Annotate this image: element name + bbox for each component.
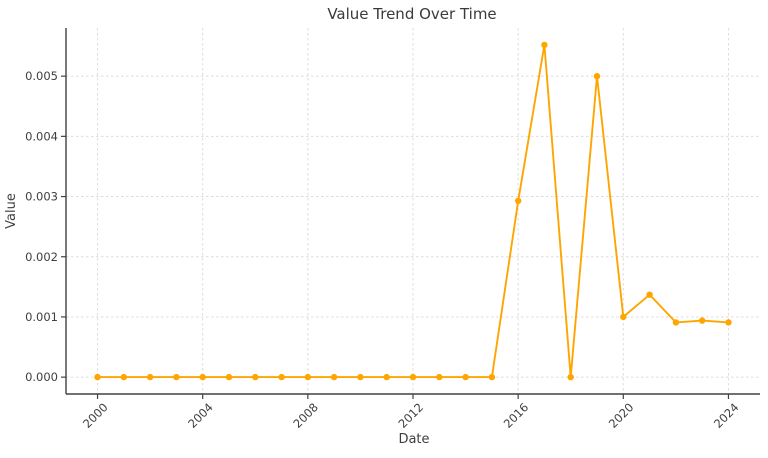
data-point (120, 373, 128, 381)
data-point (278, 373, 285, 381)
data-point (252, 373, 259, 381)
data-point (515, 197, 522, 204)
data-point (225, 373, 233, 381)
x-tick-label: 2016 (501, 400, 532, 431)
data-point (436, 373, 443, 381)
x-tick-label: 2000 (80, 400, 111, 431)
data-point (620, 313, 627, 321)
data-point (199, 373, 206, 381)
data-point (567, 373, 574, 381)
data-point (330, 373, 338, 381)
y-tick-label: 0.000 (25, 370, 58, 384)
chart-title: Value Trend Over Time (327, 5, 496, 23)
y-tick-label: 0.003 (25, 190, 58, 204)
data-point (304, 373, 311, 381)
data-point (725, 319, 732, 326)
x-tick-label: 2012 (396, 400, 427, 431)
data-point (409, 373, 417, 381)
data-point (699, 317, 706, 324)
data-point (541, 41, 548, 49)
value-series (94, 41, 732, 381)
data-point (173, 373, 180, 381)
data-point (593, 73, 601, 80)
y-tick-label: 0.004 (25, 129, 58, 143)
axes: 2000 2004 2008 2012 2016 2020 2024 0.000 0.001 0.… (25, 28, 760, 431)
x-tick-label: 2004 (185, 400, 216, 431)
data-point (672, 319, 680, 326)
x-tick-label: 2020 (606, 400, 637, 431)
gridlines (66, 28, 760, 394)
data-point (146, 373, 154, 381)
data-point (462, 373, 469, 381)
data-point (357, 373, 364, 381)
x-tick-label: 2024 (711, 400, 742, 431)
y-axis-label: Value (4, 193, 19, 229)
y-tick-label: 0.002 (25, 250, 58, 264)
data-point (94, 373, 101, 381)
data-point (383, 373, 390, 381)
y-tick-label: 0.001 (25, 310, 58, 324)
x-tick-label: 2008 (290, 400, 321, 431)
data-point (646, 291, 653, 298)
data-point (488, 373, 496, 381)
y-tick-label: 0.005 (25, 69, 58, 83)
x-axis-label: Date (398, 432, 429, 447)
